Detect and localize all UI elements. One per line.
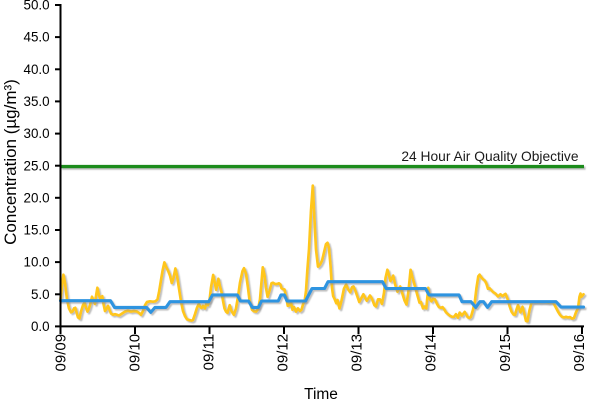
- svg-text:09/13: 09/13: [349, 334, 366, 372]
- svg-text:30.0: 30.0: [24, 126, 50, 141]
- svg-text:5.0: 5.0: [31, 287, 50, 302]
- svg-text:35.0: 35.0: [24, 94, 50, 109]
- svg-text:09/15: 09/15: [497, 334, 514, 372]
- svg-text:09/14: 09/14: [423, 334, 440, 372]
- svg-text:25.0: 25.0: [24, 158, 50, 173]
- svg-text:0.0: 0.0: [31, 319, 50, 334]
- svg-text:Time: Time: [304, 386, 338, 400]
- svg-text:45.0: 45.0: [24, 30, 50, 45]
- svg-text:40.0: 40.0: [24, 62, 50, 77]
- svg-text:09/12: 09/12: [275, 334, 292, 372]
- svg-text:09/16: 09/16: [571, 334, 588, 372]
- svg-text:Concentration (µg/m³): Concentration (µg/m³): [1, 79, 20, 245]
- svg-text:15.0: 15.0: [24, 223, 50, 238]
- svg-text:09/09: 09/09: [53, 334, 70, 372]
- svg-text:24 Hour Air Quality Objective: 24 Hour Air Quality Objective: [401, 149, 578, 164]
- svg-text:09/11: 09/11: [201, 334, 218, 370]
- svg-text:10.0: 10.0: [24, 255, 50, 270]
- svg-text:09/10: 09/10: [127, 334, 144, 372]
- svg-text:20.0: 20.0: [24, 190, 50, 205]
- svg-text:50.0: 50.0: [24, 0, 50, 13]
